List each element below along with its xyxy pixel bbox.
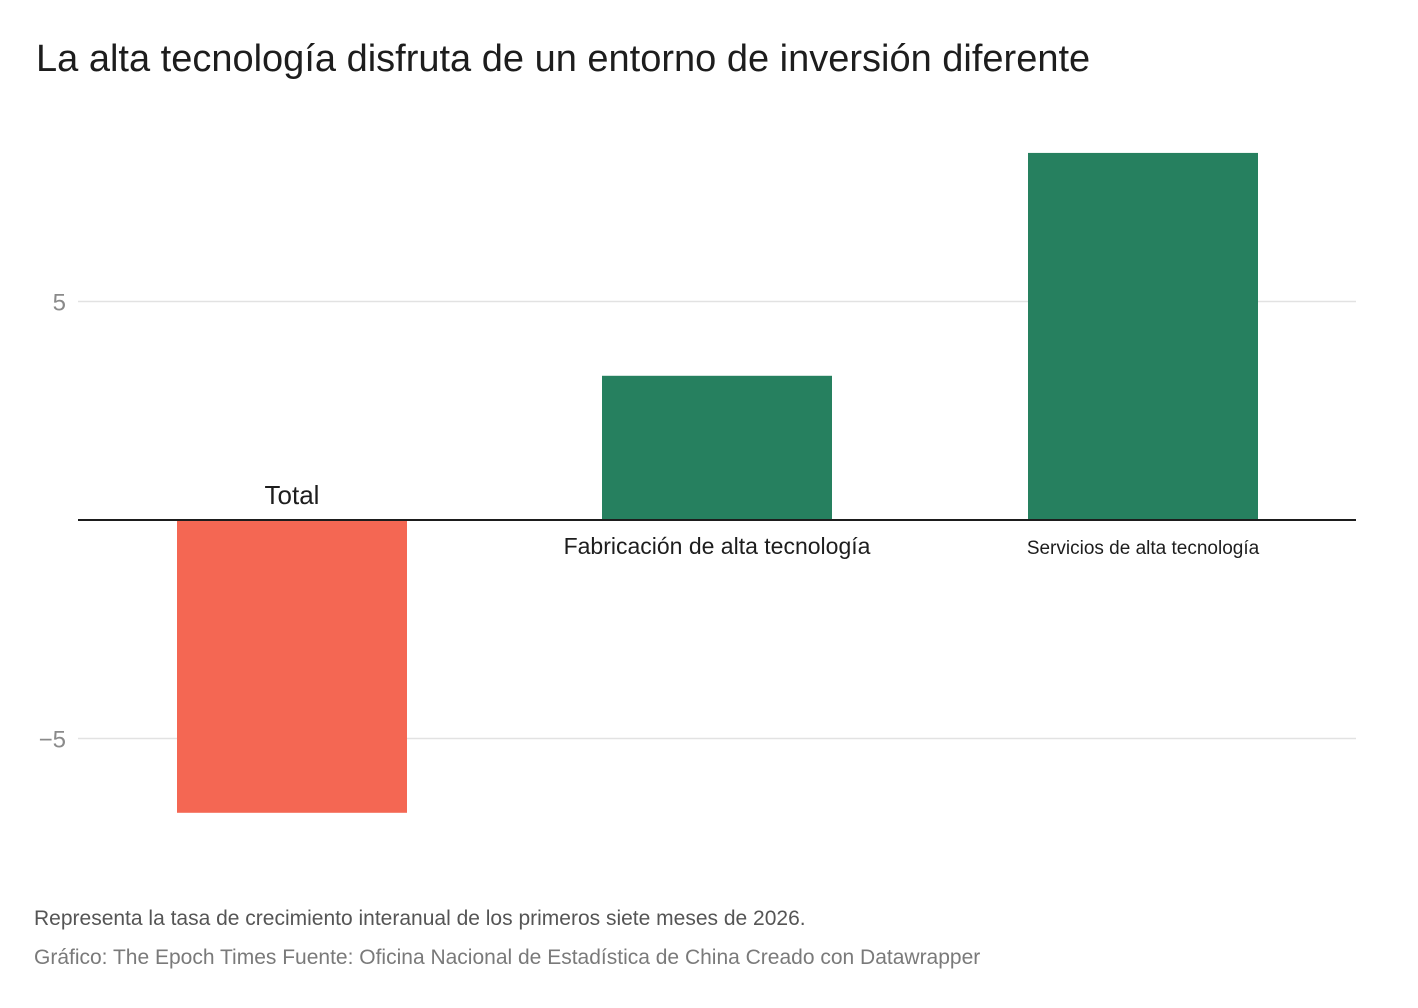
chart-title: La alta tecnología disfruta de un entorn… xyxy=(36,38,1091,80)
bar xyxy=(602,375,832,520)
chart-notes: Representa la tasa de crecimiento intera… xyxy=(34,907,806,930)
bar xyxy=(177,520,407,813)
chart-source: Gráfico: The Epoch Times Fuente: Oficina… xyxy=(34,946,981,969)
category-label: Total xyxy=(265,480,320,510)
bar xyxy=(1028,152,1258,521)
category-label: Servicios de alta tecnología xyxy=(1027,538,1260,559)
y-tick-label: 5 xyxy=(53,290,66,317)
category-label: Fabricación de alta tecnología xyxy=(564,533,871,559)
y-tick-label: −5 xyxy=(39,727,66,754)
